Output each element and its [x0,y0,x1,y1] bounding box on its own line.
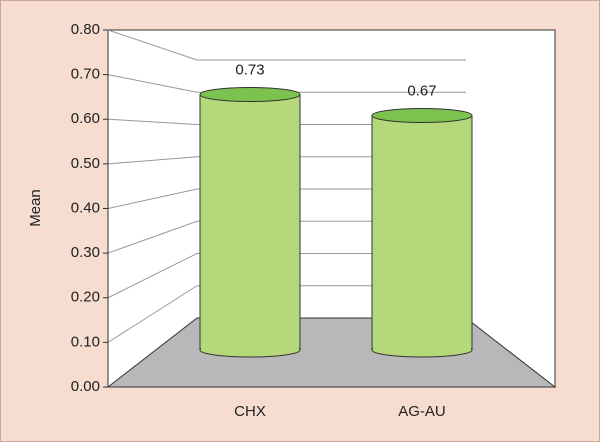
cylinder-top [199,87,301,102]
y-axis-title: Mean [27,189,44,227]
cylinder-cover [201,94,299,350]
y-tick-label: 0.40 [71,199,100,216]
grid-line [107,29,198,61]
y-tick-label: 0.60 [71,110,100,127]
y-tick-label: 0.30 [71,244,100,261]
x-tick-label: CHX [234,403,266,420]
value-label: 0.73 [235,61,264,78]
y-tick-label: 0.00 [71,378,100,395]
grid-line [107,253,198,299]
y-tick-label: 0.50 [71,155,100,172]
cylinder-cover [373,115,471,350]
value-label: 0.67 [407,82,436,99]
grid-line [107,156,198,165]
y-tick-label: 0.70 [71,66,100,83]
x-tick-label: AG-AU [398,403,446,420]
cylinder-top [371,108,473,123]
y-tick-label: 0.10 [71,333,100,350]
y-tick-label: 0.20 [71,289,100,306]
grid-line [107,74,198,93]
grid-line [107,118,198,125]
y-tick-label: 0.80 [71,21,100,38]
grid-line [107,285,198,343]
grid-line [107,188,198,209]
grid-line [107,220,198,254]
